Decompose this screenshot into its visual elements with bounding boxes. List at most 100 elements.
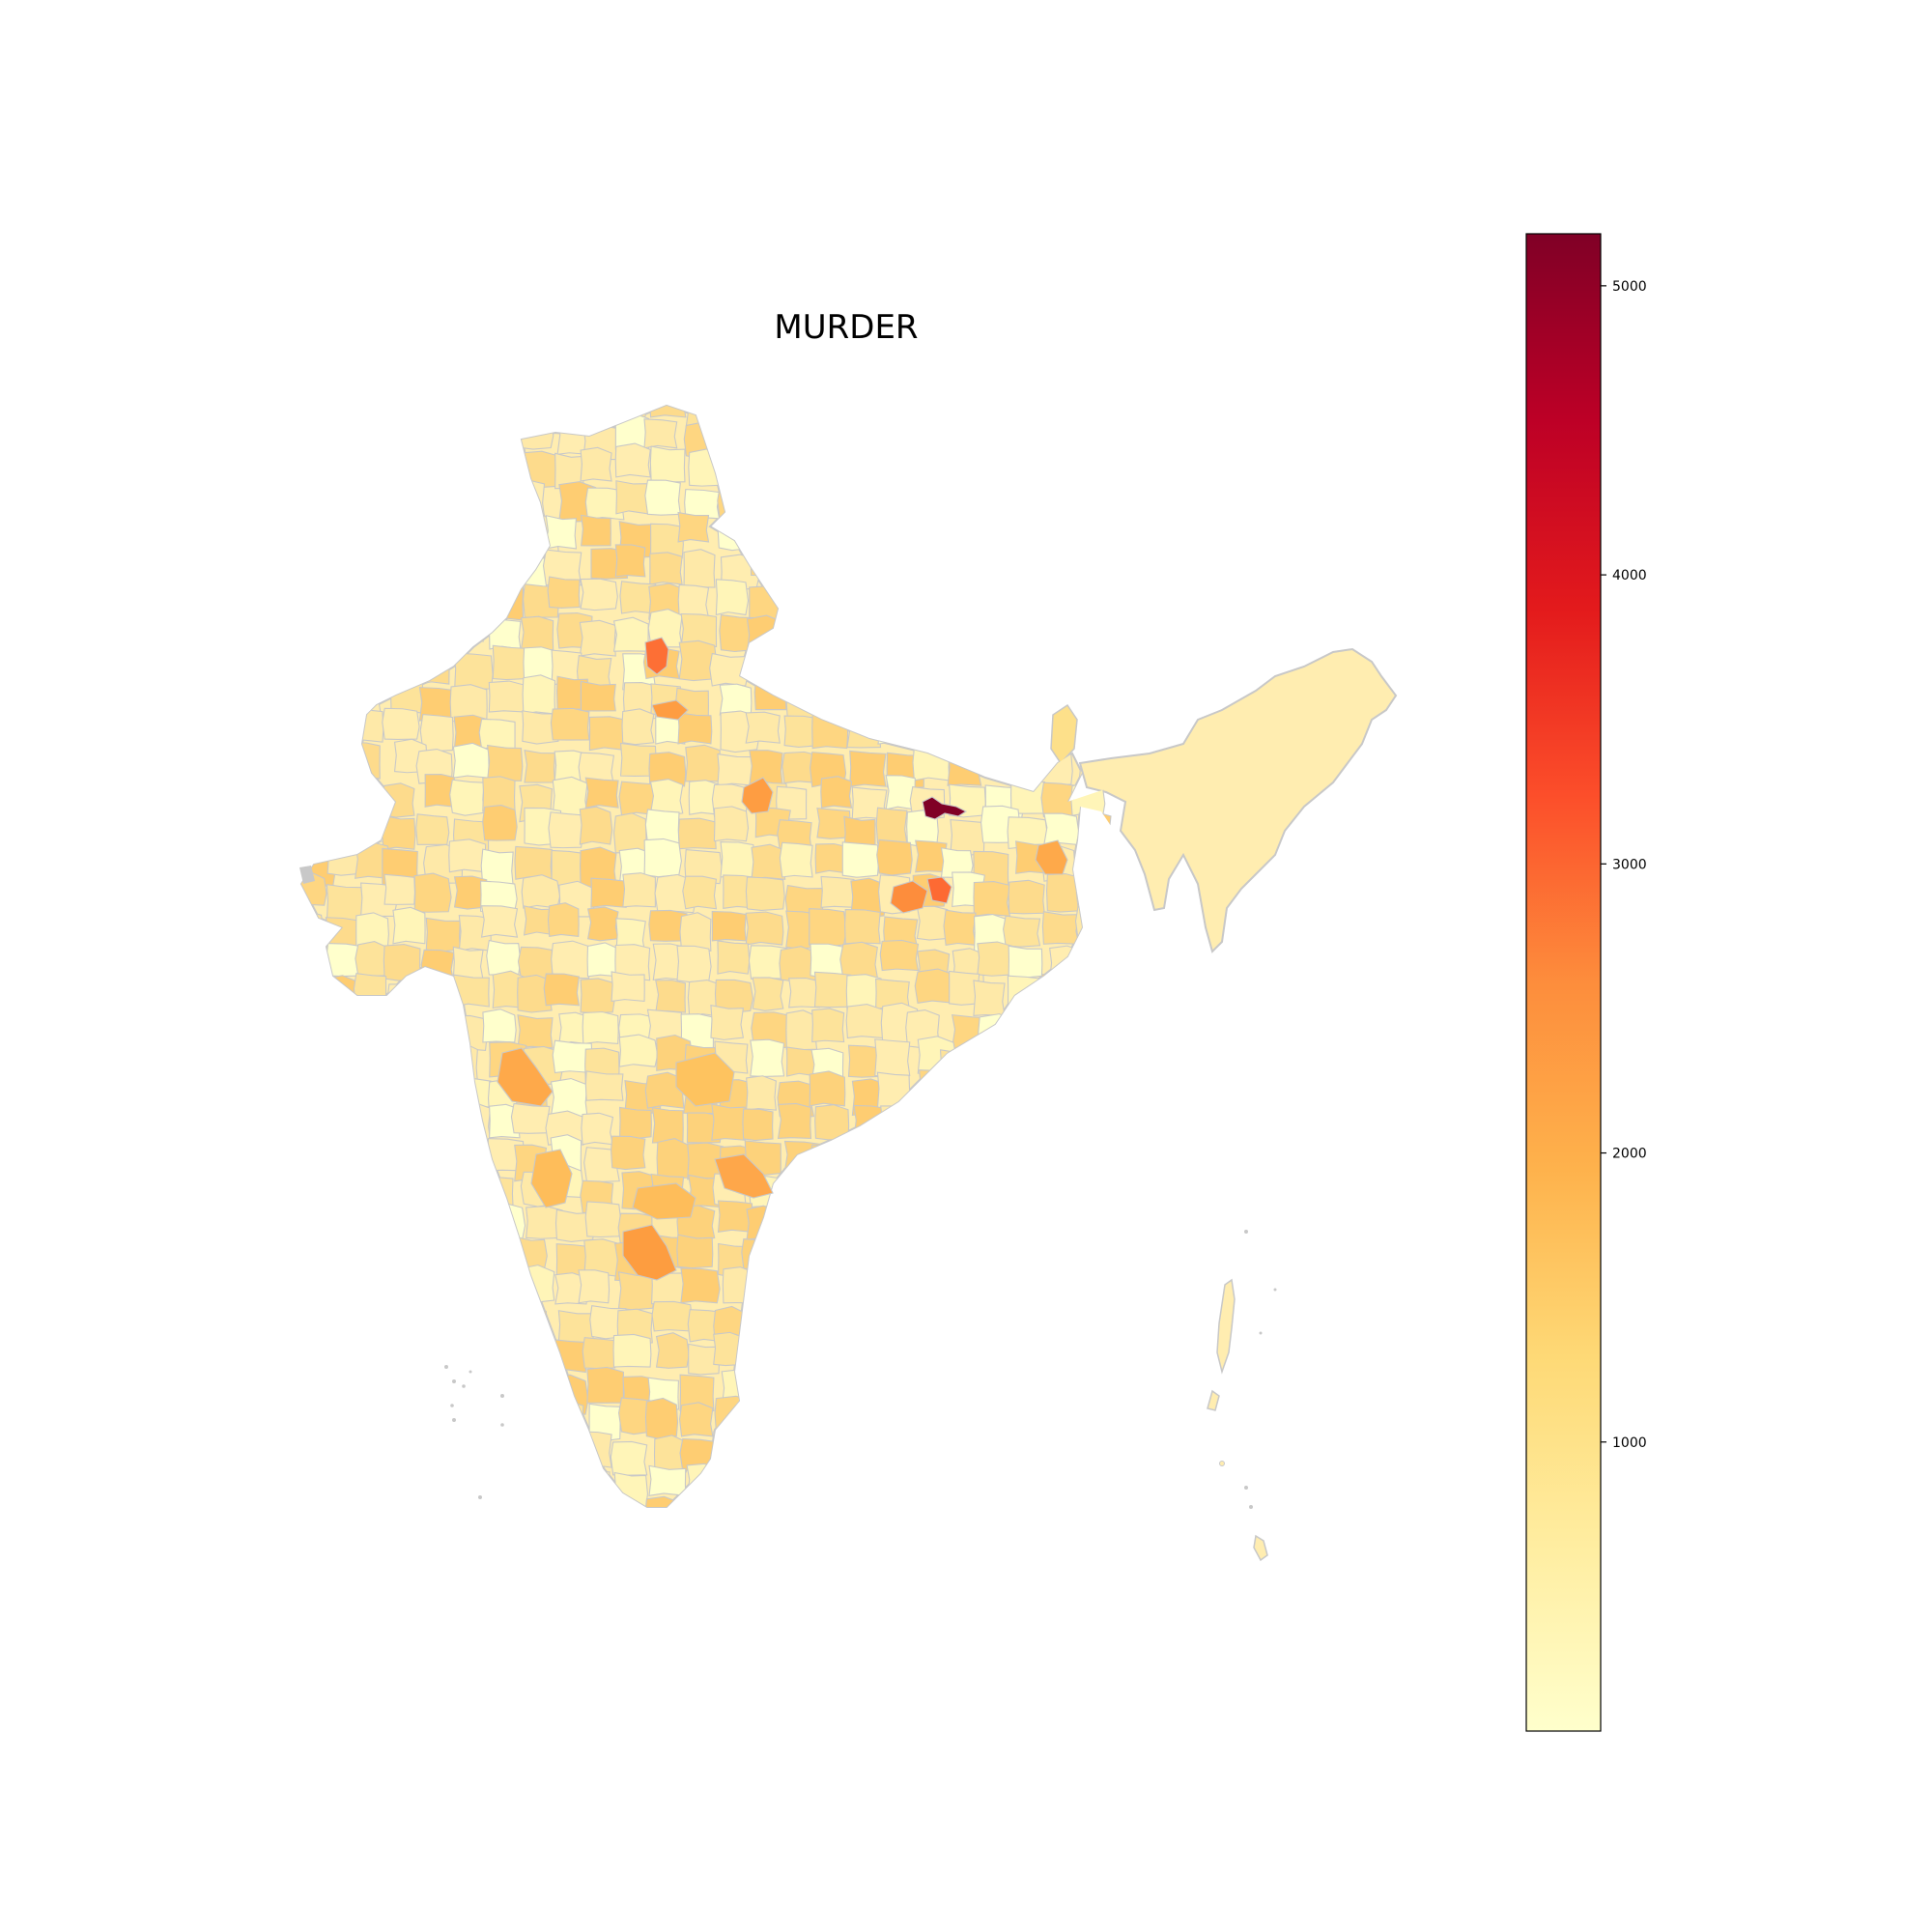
district-tile — [873, 1169, 910, 1208]
district-tile — [390, 1505, 428, 1507]
district-tile — [1044, 1405, 1086, 1440]
district-tile — [651, 1107, 684, 1144]
district-tile — [301, 406, 321, 419]
district-tile — [818, 446, 852, 484]
district-tile — [301, 1146, 332, 1181]
district-tile — [1047, 577, 1083, 613]
district-tile — [1071, 1342, 1107, 1381]
district-tile — [393, 552, 425, 593]
district-tile — [357, 1343, 390, 1378]
district-tile — [1041, 1432, 1077, 1470]
district-tile — [1081, 406, 1116, 415]
district-tile — [952, 1144, 989, 1176]
district-tile — [872, 1276, 907, 1314]
district-tile — [710, 1004, 745, 1040]
district-tile — [817, 1366, 850, 1402]
district-tile — [874, 1038, 911, 1078]
district-tile — [686, 1463, 720, 1498]
district-tile — [839, 1439, 873, 1479]
district-tile — [586, 1366, 625, 1404]
district-tile — [940, 683, 978, 718]
district-tile — [301, 1395, 325, 1430]
district-tile — [355, 406, 390, 416]
district-tile — [1016, 1465, 1051, 1506]
district-tile — [916, 477, 953, 512]
district-tile — [682, 875, 718, 910]
district-tile — [784, 1530, 823, 1566]
district-tile — [383, 1403, 422, 1437]
district-tile — [1049, 490, 1082, 526]
district-tile — [713, 806, 750, 842]
district-tile — [1003, 915, 1041, 948]
district-tile — [779, 841, 813, 878]
district-tile — [301, 966, 324, 1007]
district-tile — [382, 707, 420, 740]
district-tile — [813, 971, 852, 1009]
district-tile — [578, 406, 612, 417]
district-tile — [644, 1495, 679, 1507]
district-tile — [777, 1102, 812, 1140]
district-tile — [909, 1442, 949, 1476]
district-tile — [982, 1396, 1017, 1434]
district-tile — [745, 711, 781, 744]
district-tile — [1013, 487, 1053, 521]
district-tile — [1040, 781, 1076, 819]
district-tile — [357, 1204, 392, 1243]
district-tile — [872, 611, 914, 643]
district-tile — [781, 581, 815, 615]
district-tile — [848, 1475, 889, 1507]
district-tile — [355, 1496, 392, 1507]
district-tile — [950, 613, 986, 645]
district-tile — [327, 1244, 364, 1280]
district-tile — [1047, 1109, 1080, 1146]
district-tile — [778, 1377, 813, 1412]
district-tile — [877, 419, 911, 454]
district-tile — [522, 710, 559, 745]
district-tile — [1010, 450, 1050, 487]
district-tile — [978, 1013, 1016, 1054]
district-tile — [1081, 1530, 1113, 1565]
district-tile — [818, 680, 850, 715]
district-tile — [322, 807, 362, 845]
district-tile — [1073, 1014, 1108, 1047]
district-tile — [846, 587, 878, 623]
lakshadweep-islands — [444, 1365, 504, 1499]
district-tile — [581, 1112, 614, 1146]
district-tile — [327, 1104, 364, 1137]
district-tile — [481, 1238, 521, 1278]
district-tile — [1077, 1170, 1111, 1207]
district-tile — [450, 1014, 488, 1052]
district-tile — [347, 1075, 387, 1110]
district-tile — [301, 518, 327, 555]
district-tile — [352, 582, 384, 614]
district-max-bihar — [922, 796, 968, 820]
district-tile — [881, 641, 915, 678]
district-tile — [348, 416, 383, 452]
district-tile — [612, 1333, 652, 1368]
district-tile — [1082, 582, 1118, 617]
sikkim-region — [1050, 703, 1078, 765]
district-tile — [424, 1538, 465, 1567]
district-tile — [1050, 1532, 1084, 1564]
district-tile — [1071, 1231, 1107, 1269]
district-telangana-high — [714, 1153, 774, 1199]
district-tile — [451, 519, 487, 560]
district-tile — [847, 1276, 888, 1311]
district-tile — [385, 1175, 424, 1215]
district-tile — [883, 1435, 920, 1470]
district-tile — [751, 843, 786, 880]
district-tile — [1016, 682, 1051, 715]
district-tile — [748, 1336, 781, 1376]
district-tile — [315, 1309, 355, 1341]
district-tile — [779, 1200, 818, 1235]
district-tile — [1005, 750, 1037, 785]
district-tile — [717, 1200, 753, 1233]
district-tile — [879, 939, 920, 972]
district-tile — [379, 573, 418, 611]
district-tile — [970, 579, 1009, 613]
district-tile — [750, 544, 783, 577]
district-tile — [423, 1431, 460, 1465]
district-tile — [655, 980, 686, 1013]
district-tile — [1083, 1146, 1117, 1179]
district-mh-east — [675, 1052, 735, 1107]
